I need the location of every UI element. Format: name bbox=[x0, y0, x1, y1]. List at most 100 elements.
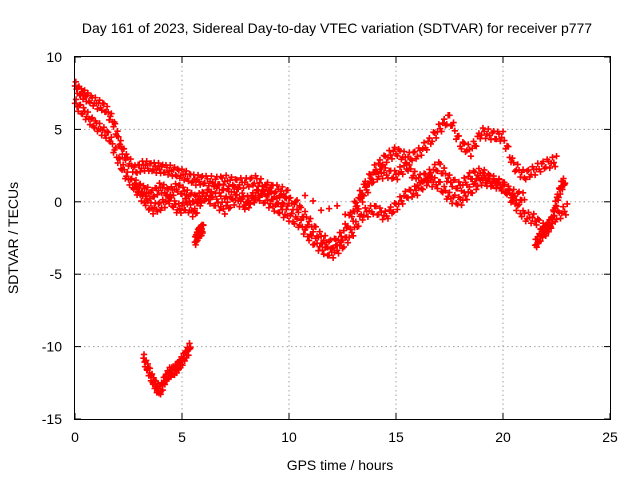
data-point bbox=[505, 143, 512, 150]
data-point bbox=[327, 236, 334, 244]
data-point bbox=[407, 165, 414, 173]
data-point bbox=[551, 212, 558, 219]
data-point bbox=[183, 167, 190, 175]
data-point bbox=[344, 222, 352, 230]
data-point bbox=[465, 141, 472, 148]
data-point bbox=[411, 168, 418, 175]
data-point bbox=[252, 196, 259, 203]
data-point bbox=[264, 197, 271, 204]
data-point bbox=[104, 129, 112, 136]
data-point bbox=[485, 125, 492, 133]
data-point bbox=[196, 181, 204, 188]
data-point bbox=[103, 128, 111, 135]
data-point bbox=[399, 200, 406, 208]
data-point bbox=[383, 159, 390, 166]
data-point bbox=[355, 205, 362, 213]
data-point bbox=[115, 154, 123, 161]
data-point bbox=[293, 215, 301, 223]
data-point bbox=[163, 164, 171, 171]
data-point bbox=[323, 243, 330, 251]
data-point bbox=[178, 166, 186, 173]
data-point bbox=[521, 210, 528, 217]
data-point bbox=[493, 135, 500, 143]
data-point bbox=[142, 192, 149, 200]
data-point bbox=[168, 183, 175, 191]
data-point bbox=[376, 166, 384, 173]
data-point bbox=[240, 193, 247, 201]
data-point bbox=[473, 186, 480, 193]
data-point bbox=[201, 179, 208, 187]
data-point bbox=[72, 78, 80, 86]
series-main-upper bbox=[71, 78, 560, 252]
data-point bbox=[161, 381, 169, 388]
data-point bbox=[283, 206, 290, 213]
data-point bbox=[191, 205, 199, 212]
data-point bbox=[111, 120, 119, 127]
data-point bbox=[81, 87, 88, 94]
data-point bbox=[288, 210, 295, 217]
data-point bbox=[271, 207, 278, 215]
data-point bbox=[159, 386, 166, 394]
data-point bbox=[200, 222, 207, 229]
data-point bbox=[273, 181, 281, 189]
data-point bbox=[525, 209, 532, 216]
data-point bbox=[198, 174, 205, 181]
data-point bbox=[148, 186, 156, 194]
data-point bbox=[360, 212, 368, 219]
data-point bbox=[178, 202, 186, 210]
data-point bbox=[155, 159, 162, 167]
x-tick-label: 5 bbox=[178, 429, 186, 445]
data-point bbox=[414, 153, 421, 160]
data-point bbox=[226, 204, 234, 211]
data-point bbox=[426, 134, 433, 142]
data-point bbox=[501, 137, 508, 144]
data-point bbox=[418, 152, 425, 159]
data-point bbox=[91, 124, 98, 131]
data-point bbox=[217, 193, 224, 200]
data-point bbox=[537, 168, 544, 175]
data-point bbox=[440, 116, 448, 123]
data-point bbox=[144, 184, 151, 191]
data-point bbox=[232, 191, 239, 199]
data-point bbox=[143, 158, 150, 165]
data-point bbox=[477, 135, 484, 142]
data-point bbox=[264, 179, 271, 186]
data-point bbox=[467, 152, 475, 160]
data-point bbox=[470, 138, 477, 145]
data-point bbox=[237, 174, 245, 182]
data-point bbox=[517, 173, 524, 181]
data-point bbox=[206, 200, 214, 207]
data-point bbox=[359, 216, 366, 224]
data-point bbox=[199, 229, 206, 237]
data-point bbox=[348, 229, 356, 236]
data-point bbox=[208, 172, 215, 180]
data-point bbox=[132, 176, 140, 184]
data-point bbox=[473, 142, 480, 150]
data-point bbox=[185, 352, 192, 359]
data-point bbox=[533, 221, 540, 229]
data-point bbox=[136, 181, 143, 189]
data-point bbox=[171, 164, 178, 171]
data-point bbox=[173, 369, 180, 377]
data-point bbox=[164, 171, 172, 178]
data-point bbox=[248, 174, 255, 182]
data-point bbox=[128, 175, 135, 182]
data-point bbox=[238, 189, 246, 197]
data-point bbox=[123, 172, 130, 180]
data-point bbox=[230, 201, 238, 209]
data-point bbox=[402, 159, 409, 166]
series-short-drop bbox=[191, 221, 207, 249]
data-point bbox=[559, 203, 567, 210]
data-point bbox=[142, 202, 149, 209]
data-point bbox=[170, 192, 177, 199]
data-point bbox=[160, 181, 168, 188]
data-point bbox=[303, 224, 310, 231]
data-point bbox=[100, 100, 108, 108]
data-point bbox=[408, 193, 416, 201]
data-point bbox=[325, 205, 333, 212]
data-point bbox=[442, 187, 449, 194]
data-point bbox=[108, 134, 115, 141]
data-point bbox=[198, 199, 205, 207]
data-point bbox=[307, 215, 314, 222]
data-point bbox=[463, 181, 471, 189]
